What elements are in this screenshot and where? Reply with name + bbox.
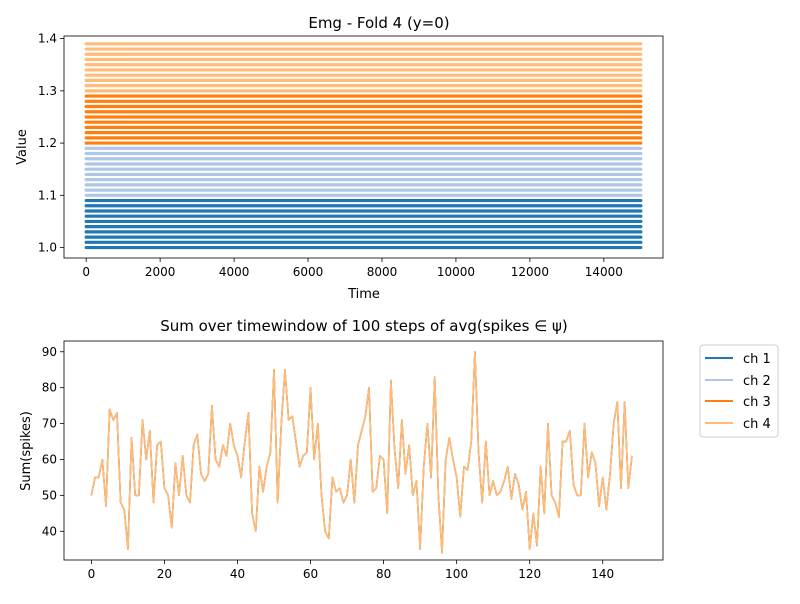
top-x-tick-label: 10000	[437, 265, 475, 279]
top-x-tick-label: 8000	[367, 265, 398, 279]
top-y-tick-label: 1.3	[38, 84, 57, 98]
bottom-x-tick-label: 20	[157, 567, 172, 581]
bottom-series-line-ch4	[90, 351, 633, 554]
bottom-x-tick-label: 80	[376, 567, 391, 581]
top-chart-title: Emg - Fold 4 (y=0)	[308, 14, 449, 32]
legend-label-ch4: ch 4	[743, 417, 771, 432]
legend-box	[699, 344, 779, 438]
bottom-chart-x-ticks: 0 20 40 60 80 100 120 140	[88, 560, 614, 581]
bottom-chart-y-ticks: 40 50 60 70 80 90	[42, 345, 64, 538]
legend: ch 1 ch 2 ch 3 ch 4	[699, 344, 779, 438]
bottom-x-tick-label: 140	[591, 567, 614, 581]
top-x-tick-label: 0	[82, 265, 90, 279]
bottom-y-tick-label: 80	[42, 381, 57, 395]
top-chart-frame	[63, 35, 664, 259]
top-chart: Emg - Fold 4 (y=0) 0 2000 4000 6000 8000 1000…	[15, 14, 664, 302]
top-x-tick-label: 12000	[511, 265, 549, 279]
top-x-tick-label: 2000	[145, 265, 176, 279]
bottom-chart-marks	[90, 351, 633, 554]
top-y-tick-label: 1.1	[38, 188, 57, 202]
bottom-x-tick-label: 40	[230, 567, 245, 581]
top-chart-y-label: Value	[15, 129, 30, 165]
bottom-y-tick-label: 90	[42, 345, 57, 359]
top-chart-y-ticks: 1.0 1.1 1.2 1.3 1.4	[38, 32, 64, 255]
top-y-tick-label: 1.4	[38, 32, 57, 46]
bottom-y-tick-label: 40	[42, 524, 57, 538]
legend-label-ch1: ch 1	[743, 352, 771, 367]
top-y-tick-label: 1.0	[38, 241, 57, 255]
bottom-chart-y-label: Sum(spikes)	[19, 411, 34, 491]
bottom-x-tick-label: 120	[518, 567, 541, 581]
bottom-y-tick-label: 70	[42, 417, 57, 431]
bottom-y-tick-label: 50	[42, 488, 57, 502]
legend-label-ch3: ch 3	[743, 395, 771, 410]
top-chart-x-label: Time	[347, 287, 380, 302]
bottom-x-tick-label: 0	[88, 567, 96, 581]
top-chart-marks	[84, 42, 643, 250]
bottom-x-tick-label: 100	[445, 567, 468, 581]
top-y-tick-label: 1.2	[38, 136, 57, 150]
top-x-tick-label: 14000	[585, 265, 623, 279]
bottom-chart-title: Sum over timewindow of 100 steps of avg(…	[160, 317, 568, 335]
legend-label-ch2: ch 2	[743, 374, 771, 389]
top-x-tick-label: 6000	[293, 265, 324, 279]
bottom-x-tick-label: 60	[303, 567, 318, 581]
bottom-chart-plot-area	[64, 341, 663, 560]
bottom-chart-frame	[63, 340, 664, 561]
top-x-tick-label: 4000	[219, 265, 250, 279]
bottom-chart: Sum over timewindow of 100 steps of avg(…	[19, 317, 779, 581]
top-chart-x-ticks: 0 2000 4000 6000 8000 10000 12000 14000	[82, 258, 623, 279]
bottom-y-tick-label: 60	[42, 452, 57, 466]
